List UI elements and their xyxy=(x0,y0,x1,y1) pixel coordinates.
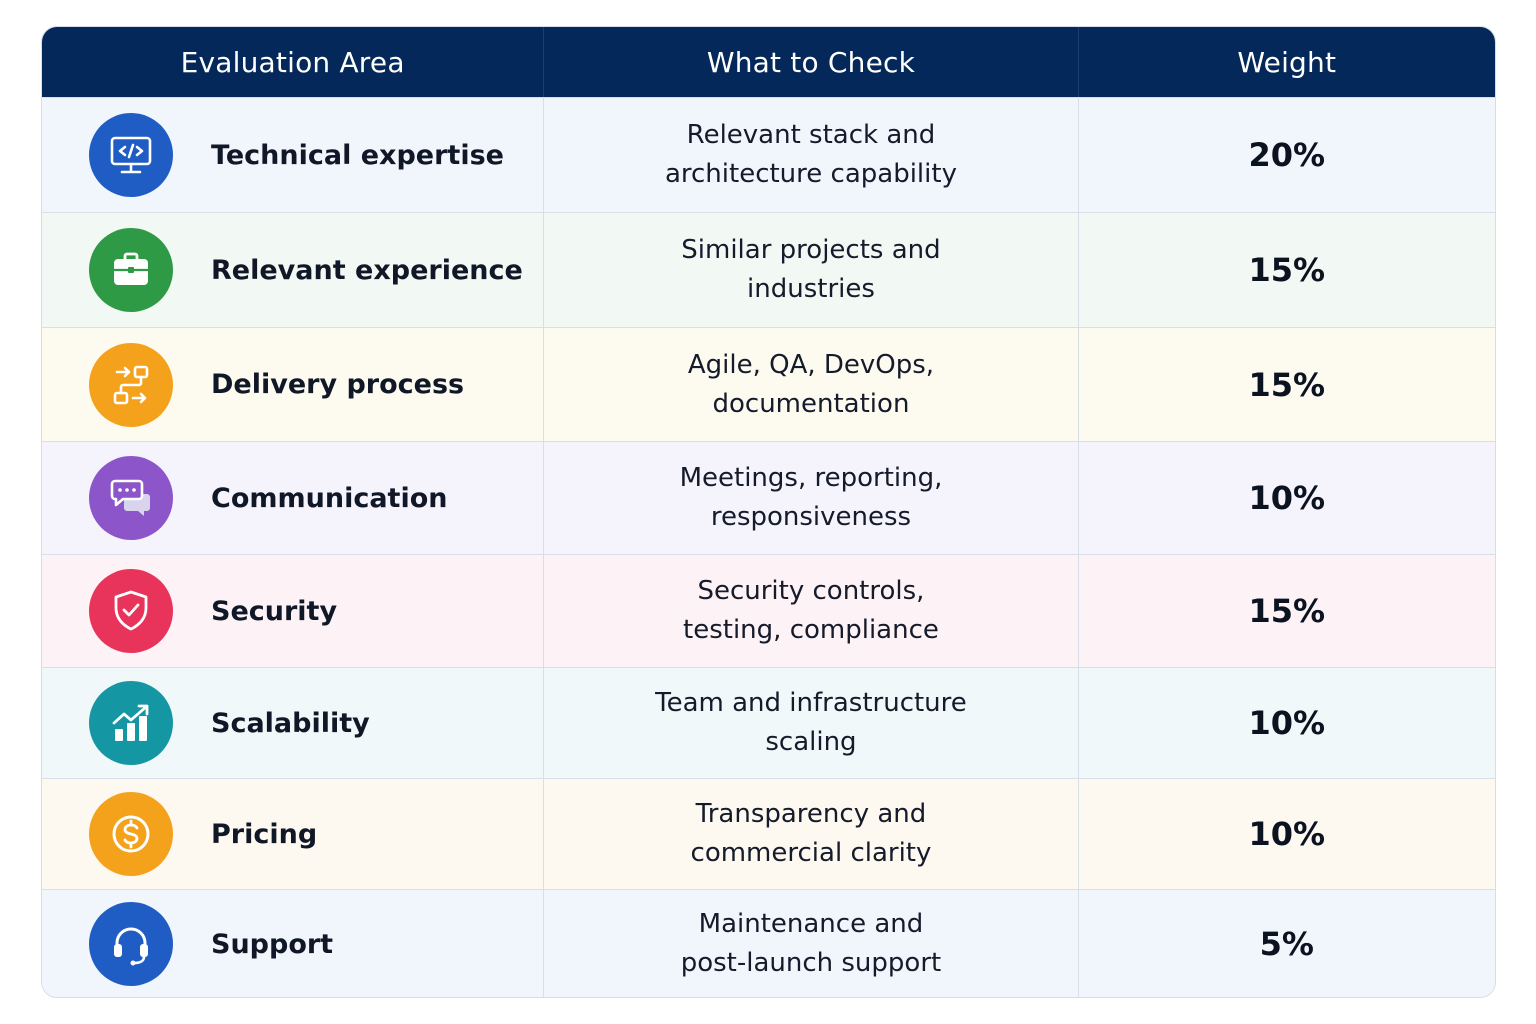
header-evaluation-area: Evaluation Area xyxy=(42,27,545,97)
table-header: Evaluation Area What to Check Weight xyxy=(42,27,1495,97)
weight-value: 5% xyxy=(1259,925,1314,963)
area-cell: Communication xyxy=(42,442,545,554)
check-cell: Similar projects and industries xyxy=(544,213,1079,327)
headset-icon xyxy=(89,902,173,986)
chat-bubbles-icon xyxy=(89,456,173,540)
check-line: commercial clarity xyxy=(690,838,932,868)
area-name: Pricing xyxy=(211,818,318,850)
area-cell: Security xyxy=(42,555,545,667)
area-name: Security xyxy=(211,595,338,627)
weight-value: 10% xyxy=(1248,815,1326,853)
evaluation-table: Evaluation Area What to Check Weight Tec… xyxy=(41,26,1496,998)
check-line: Transparency and xyxy=(695,799,927,829)
header-weight: Weight xyxy=(1237,45,1337,79)
check-line: post-launch support xyxy=(680,948,942,978)
check-line: architecture capability xyxy=(664,159,957,189)
weight-value: 15% xyxy=(1248,592,1326,630)
code-monitor-icon xyxy=(89,113,173,197)
area-cell: Scalability xyxy=(42,668,545,778)
check-cell: Team and infrastructure scaling xyxy=(544,668,1079,778)
check-line: Security controls, xyxy=(697,576,925,606)
area-name: Scalability xyxy=(211,707,370,739)
check-cell: Security controls, testing, compliance xyxy=(544,555,1079,667)
table-row: Pricing Transparency and commercial clari… xyxy=(42,778,1495,889)
check-line: Maintenance and xyxy=(698,909,924,939)
check-cell: Relevant stack and architecture capabilit… xyxy=(544,98,1079,212)
area-cell: Pricing xyxy=(42,779,545,889)
area-cell: Relevant experience xyxy=(42,213,545,327)
check-line: testing, compliance xyxy=(683,615,939,645)
check-cell: Meetings, reporting, responsiveness xyxy=(544,442,1079,554)
briefcase-icon xyxy=(89,228,173,312)
check-line: industries xyxy=(747,274,875,304)
table-row: Technical expertise Relevant stack and ar… xyxy=(42,97,1495,212)
dollar-coin-icon xyxy=(89,792,173,876)
growth-chart-icon xyxy=(89,681,173,765)
area-cell: Delivery process xyxy=(42,328,545,441)
area-name: Technical expertise xyxy=(211,139,504,171)
check-line: responsiveness xyxy=(710,502,912,532)
weight-value: 10% xyxy=(1248,479,1326,517)
workflow-icon xyxy=(89,342,173,427)
table-row: Communication Meetings, reporting, respon… xyxy=(42,441,1495,554)
table-row: Relevant experience Similar projects and… xyxy=(42,212,1495,327)
weight-value: 20% xyxy=(1248,136,1326,174)
check-line: Similar projects and xyxy=(681,235,941,265)
check-line: Agile, QA, DevOps, xyxy=(687,349,935,380)
check-cell: Agile, QA, DevOps, documentation xyxy=(544,328,1079,441)
table-row: Support Maintenance and post-launch suppo… xyxy=(42,889,1495,997)
check-line: Team and infrastructure xyxy=(655,688,967,718)
table-row: Delivery process Agile, QA, DevOps, docum… xyxy=(42,327,1495,441)
header-what-to-check: What to Check xyxy=(544,27,1079,97)
area-cell: Technical expertise xyxy=(42,98,545,212)
check-line: Relevant stack and xyxy=(686,120,936,150)
check-line: Meetings, reporting, xyxy=(679,463,943,493)
check-line: documentation xyxy=(712,388,910,419)
table-row: Scalability Team and infrastructure scali… xyxy=(42,667,1495,778)
table-row: Security Security controls, testing, comp… xyxy=(42,554,1495,667)
check-cell: Transparency and commercial clarity xyxy=(544,779,1079,889)
check-cell: Maintenance and post-launch support xyxy=(544,890,1079,997)
area-name: Communication xyxy=(211,482,448,514)
weight-value: 10% xyxy=(1248,704,1326,742)
area-name: Support xyxy=(211,928,334,960)
weight-value: 15% xyxy=(1248,251,1326,289)
area-name: Delivery process xyxy=(211,369,465,400)
area-cell: Support xyxy=(42,890,545,997)
area-name: Relevant experience xyxy=(211,254,523,286)
check-line: scaling xyxy=(765,727,857,757)
shield-check-icon xyxy=(89,569,173,653)
weight-value: 15% xyxy=(1248,365,1326,404)
